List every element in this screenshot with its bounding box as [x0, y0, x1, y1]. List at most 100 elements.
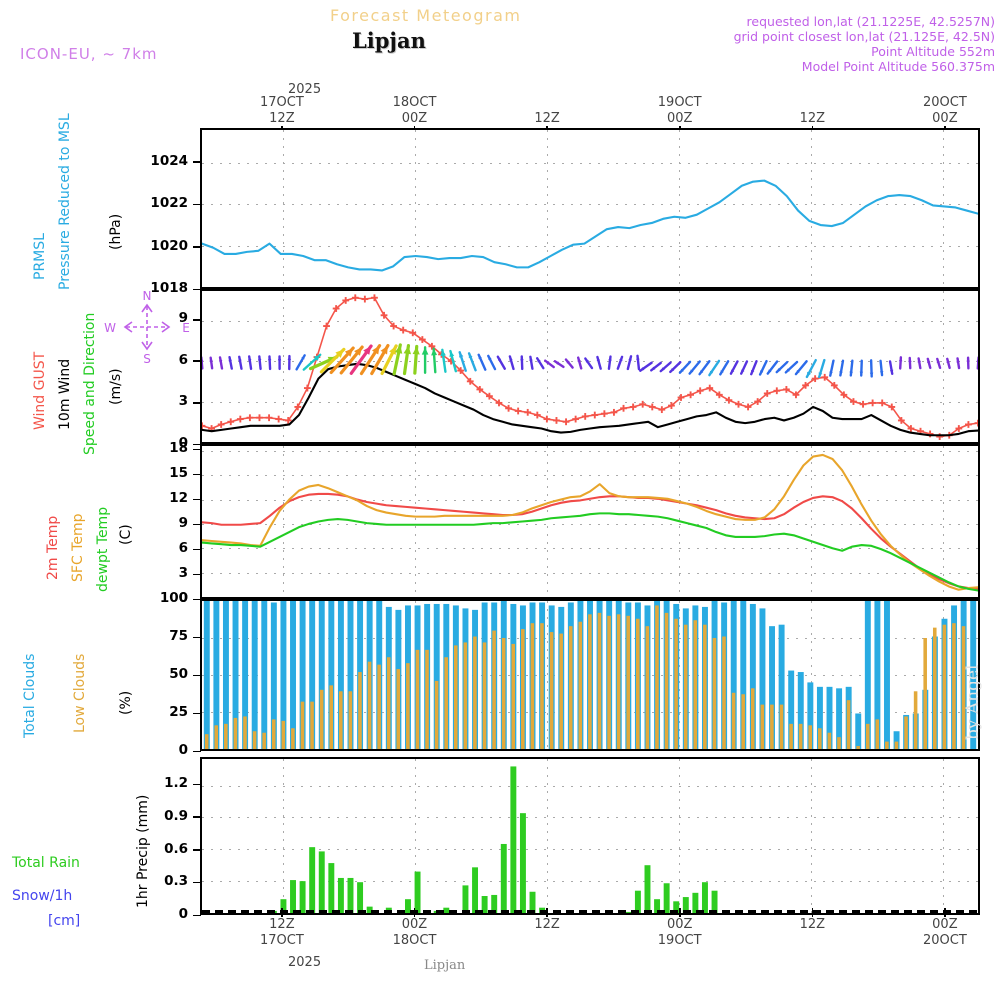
y-tick-label: 0.6	[164, 840, 188, 857]
axis-tick-group: 12Z	[767, 917, 857, 949]
y-tick-mark	[193, 161, 201, 163]
y-tick-label: 1024	[150, 152, 188, 169]
y-tick-mark	[193, 750, 201, 753]
label-snow-unit: [cm]	[48, 913, 81, 929]
y-tick-label: 12	[169, 490, 188, 506]
y-tick-label: 75	[169, 628, 188, 644]
compass-s-label: S	[143, 352, 151, 366]
axis-tick-mark	[281, 908, 283, 917]
axis-tick-day: 20OCT	[922, 933, 967, 948]
y-tick-label: 0.3	[164, 873, 188, 890]
compass-w-label: W	[104, 321, 116, 335]
axis-tick-spacer	[502, 95, 592, 111]
y-tick-mark	[193, 203, 201, 206]
y-tick-mark	[193, 849, 201, 851]
point-altitude: Point Altitude 552m	[871, 44, 995, 59]
axis-tick-group: 00Z 20OCT	[900, 917, 990, 949]
y-tick-label: 100	[159, 590, 188, 606]
y-tick-label: 1018	[150, 280, 188, 296]
y-tick-mark	[193, 523, 201, 526]
axis-tick-group: 20OCT 00Z	[900, 95, 990, 127]
axis-bottom-station: Lipjan	[424, 958, 466, 973]
panel-clouds	[200, 599, 980, 751]
y-tick-label: 18	[169, 440, 188, 456]
axis-tick-hour: 12Z	[269, 917, 295, 932]
model-label: ICON-EU, ~ 7km	[20, 45, 158, 63]
station-title: Lipjan	[352, 28, 426, 53]
panel-wind	[200, 289, 980, 444]
axis-tick-hour: 00Z	[401, 917, 428, 932]
axis-tick-hour: 00Z	[666, 111, 693, 126]
label-total-rain: Total Rain	[12, 855, 80, 871]
y-tick-label: 1.2	[164, 775, 188, 792]
axis-tick-mark	[811, 908, 814, 917]
axis-tick-day: 19OCT	[657, 933, 702, 948]
y-tick-mark	[193, 448, 201, 451]
axis-tick-mark	[546, 908, 549, 917]
axis-tick-hour: 12Z	[799, 917, 826, 932]
panel-temperature	[200, 444, 980, 599]
y-tick-mark	[193, 674, 201, 677]
y-tick-label: 3	[178, 565, 188, 581]
y-tick-label: 15	[169, 465, 188, 481]
y-tick-label: 1020	[150, 237, 188, 254]
compass-e-label: E	[182, 321, 190, 335]
y-tick-label: 0.9	[164, 807, 188, 824]
model-point-altitude: Model Point Altitude 560.375m	[801, 59, 995, 74]
axis-tick-hour: 00Z	[932, 917, 958, 932]
axis-tick-group: 18OCT 00Z	[370, 95, 460, 127]
axis-tick-day: 20OCT	[922, 95, 967, 110]
y-tick-labels: 1018 1020 1022 1024 0 3 6 9 0 3 6 9 12 15 18 0 25 50 75 100…	[0, 0, 201, 1000]
y-tick-mark	[193, 318, 201, 321]
axis-tick-hour: 00Z	[932, 111, 958, 126]
y-tick-mark	[193, 636, 201, 639]
y-tick-label: 0	[178, 906, 188, 922]
axis-tick-spacer	[502, 933, 592, 949]
axis-tick-group: 17OCT 12Z	[237, 95, 327, 127]
axis-tick-hour: 00Z	[401, 111, 428, 126]
panel-precipitation	[200, 757, 980, 915]
axis-tick-hour: 12Z	[534, 111, 560, 126]
y-tick-mark	[193, 598, 201, 601]
label-snow: Snow/1h	[12, 888, 73, 904]
y-tick-mark	[193, 816, 201, 819]
compass-n-label: N	[143, 289, 152, 303]
y-tick-mark	[193, 548, 201, 551]
axis-tick-group: 00Z 19OCT	[635, 917, 725, 949]
axis-tick-group: 12Z	[502, 917, 592, 949]
axis-tick-mark	[678, 908, 681, 917]
forecast-meteogram-title: Forecast Meteogram	[330, 6, 522, 25]
y-tick-label: 0	[178, 435, 188, 451]
panel-pressure	[200, 128, 980, 289]
wind-compass-rose: N S W E	[100, 288, 195, 366]
y-tick-mark	[193, 573, 201, 576]
axis-bottom: 12Z 17OCT 00Z 18OCT 12Z 00Z 19OCT 12Z 00Z 20OCT	[0, 908, 1000, 977]
y-tick-mark	[193, 712, 201, 715]
axis-tick-spacer	[767, 95, 857, 111]
y-tick-mark	[193, 246, 201, 248]
axis-tick-day: 17OCT	[259, 933, 304, 948]
axis-top-year: 2025	[288, 82, 322, 97]
y-tick-label: 1022	[150, 195, 188, 212]
y-tick-label: 3	[178, 393, 188, 410]
axis-tick-mark	[413, 908, 416, 917]
y-tick-mark	[193, 881, 201, 884]
requested-lonlat: requested lon,lat (21.1225E, 42.5257N)	[746, 14, 995, 29]
axis-tick-hour: 12Z	[269, 111, 295, 126]
y-tick-label: 9	[178, 515, 188, 531]
axis-tick-spacer	[767, 933, 857, 949]
axis-tick-hour: 12Z	[799, 111, 826, 126]
y-tick-label: 6	[178, 351, 188, 368]
watermark: by Angel	[963, 664, 983, 741]
y-tick-label: 0	[178, 590, 188, 606]
axis-tick-mark	[944, 908, 946, 917]
axis-tick-group: 12Z	[767, 95, 857, 127]
y-tick-mark	[193, 443, 201, 446]
y-tick-mark	[193, 288, 201, 291]
axis-tick-hour: 12Z	[534, 917, 560, 932]
axis-bottom-year: 2025	[288, 955, 322, 970]
y-tick-label: 6	[178, 540, 188, 556]
y-tick-mark	[193, 401, 201, 404]
axis-tick-group: 19OCT 00Z	[635, 95, 725, 127]
axis-tick-group: 12Z 17OCT	[237, 917, 327, 949]
